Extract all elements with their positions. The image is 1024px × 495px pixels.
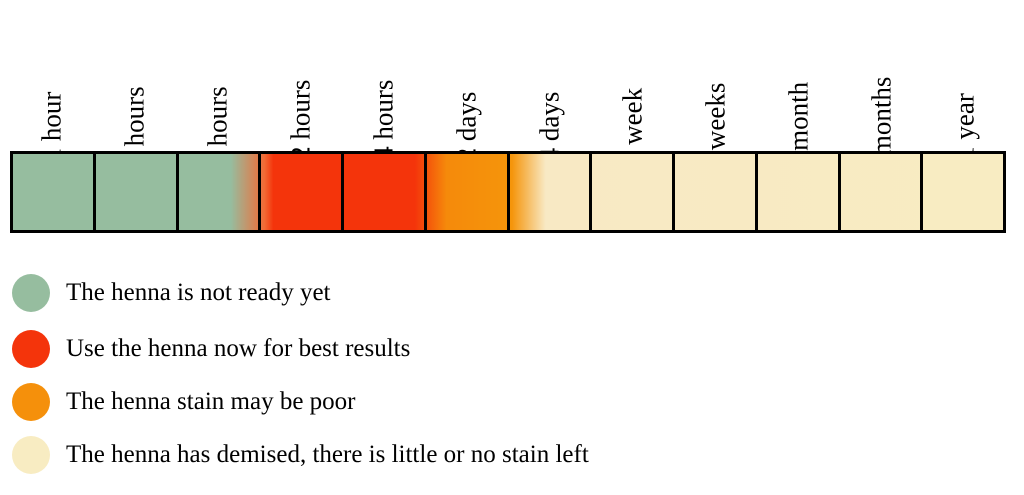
time-label-cell: 1 hour — [10, 0, 93, 162]
legend-label: The henna stain may be poor — [66, 388, 356, 415]
time-label-cell: 12 hours — [259, 0, 342, 174]
time-label-cell: 2 days — [425, 0, 508, 162]
time-label-cell: 1 month — [757, 0, 840, 171]
green-dot-icon — [12, 274, 50, 312]
time-label-cell: 1 year — [923, 0, 1006, 160]
legend-label: The henna has demised, there is little o… — [66, 441, 589, 468]
timeline-segment — [179, 154, 262, 230]
timeline-segment — [510, 154, 593, 230]
legend-item-demised: The henna has demised, there is little o… — [12, 436, 589, 474]
timeline-segment — [261, 154, 344, 230]
timeline-segment — [344, 154, 427, 230]
legend-label: Use the henna now for best results — [66, 335, 411, 362]
time-label-cell: 1 week — [591, 0, 674, 165]
legend-item-poor: The henna stain may be poor — [12, 383, 356, 421]
henna-timeline-bar — [10, 151, 1006, 233]
timeline-segment — [427, 154, 510, 230]
time-label-cell: 24 hours — [342, 0, 425, 174]
time-label-cell: 2 weeks — [674, 0, 757, 171]
time-label-cell: 8 hours — [176, 0, 259, 166]
legend-label: The henna is not ready yet — [66, 279, 331, 306]
red-dot-icon — [12, 330, 50, 368]
time-labels: 1 hour 4 hours 8 hours 12 hours 24 hours… — [10, 0, 1010, 177]
cream-dot-icon — [12, 436, 50, 474]
orange-dot-icon — [12, 383, 50, 421]
timeline-segment — [758, 154, 841, 230]
timeline-segment — [96, 154, 179, 230]
time-label: 1 year — [949, 93, 979, 160]
legend-item-best: Use the henna now for best results — [12, 330, 410, 368]
time-label-cell: 4 hours — [93, 0, 176, 166]
time-label-cell: 4 days — [508, 0, 591, 162]
timeline-segment — [841, 154, 924, 230]
time-label-cell: 6 months — [840, 0, 923, 177]
timeline-segment — [675, 154, 758, 230]
timeline-segment — [923, 154, 1003, 230]
legend-item-not-ready: The henna is not ready yet — [12, 274, 331, 312]
timeline-segment — [592, 154, 675, 230]
timeline-segment — [13, 154, 96, 230]
